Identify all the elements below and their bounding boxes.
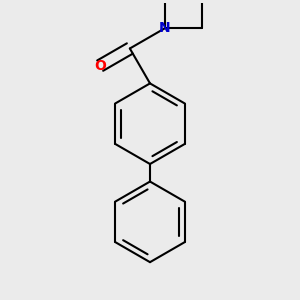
Text: N: N: [159, 21, 171, 35]
Text: O: O: [94, 58, 106, 73]
